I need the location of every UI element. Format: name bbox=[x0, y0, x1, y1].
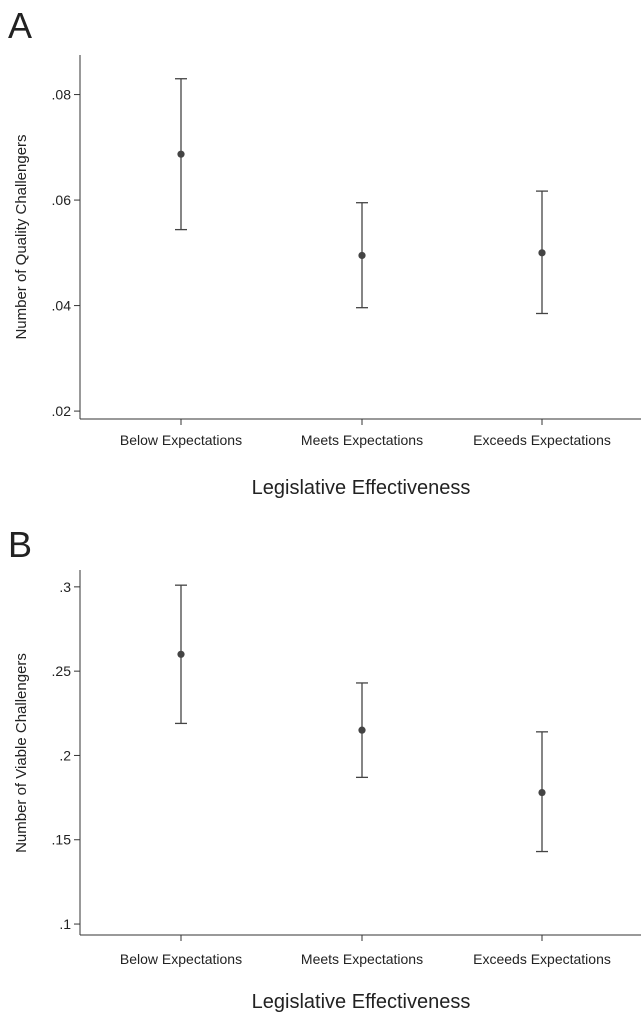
y-tick-label: .15 bbox=[52, 832, 72, 848]
point-estimate bbox=[177, 151, 184, 158]
y-tick-label: .06 bbox=[52, 192, 72, 208]
y-tick-label: .25 bbox=[52, 663, 72, 679]
point-estimate bbox=[358, 727, 365, 734]
y-tick-label: .02 bbox=[52, 403, 72, 419]
x-tick-label: Below Expectations bbox=[120, 432, 242, 448]
panel-b-y-axis-title: Number of Viable Challengers bbox=[13, 653, 30, 853]
panel-a-x-axis-title: Legislative Effectiveness bbox=[252, 477, 471, 499]
x-tick-label: Below Expectations bbox=[120, 951, 242, 967]
panel-b-letter: B bbox=[8, 524, 32, 565]
panel-a-y-axis-title: Number of Quality Challengers bbox=[13, 134, 30, 339]
x-tick-label: Meets Expectations bbox=[301, 432, 423, 448]
x-tick-label: Exceeds Expectations bbox=[473, 951, 611, 967]
point-estimate bbox=[538, 789, 545, 796]
point-estimate bbox=[177, 651, 184, 658]
panel-b-x-axis-title: Legislative Effectiveness bbox=[252, 991, 471, 1013]
y-tick-label: .08 bbox=[52, 87, 72, 103]
x-tick-label: Meets Expectations bbox=[301, 951, 423, 967]
point-estimate bbox=[538, 249, 545, 256]
y-tick-label: .04 bbox=[52, 298, 72, 314]
point-estimate bbox=[358, 252, 365, 259]
y-tick-label: .1 bbox=[59, 916, 71, 932]
panel-a-letter: A bbox=[8, 5, 32, 46]
x-tick-label: Exceeds Expectations bbox=[473, 432, 611, 448]
y-tick-label: .3 bbox=[59, 579, 71, 595]
y-tick-label: .2 bbox=[59, 747, 71, 763]
